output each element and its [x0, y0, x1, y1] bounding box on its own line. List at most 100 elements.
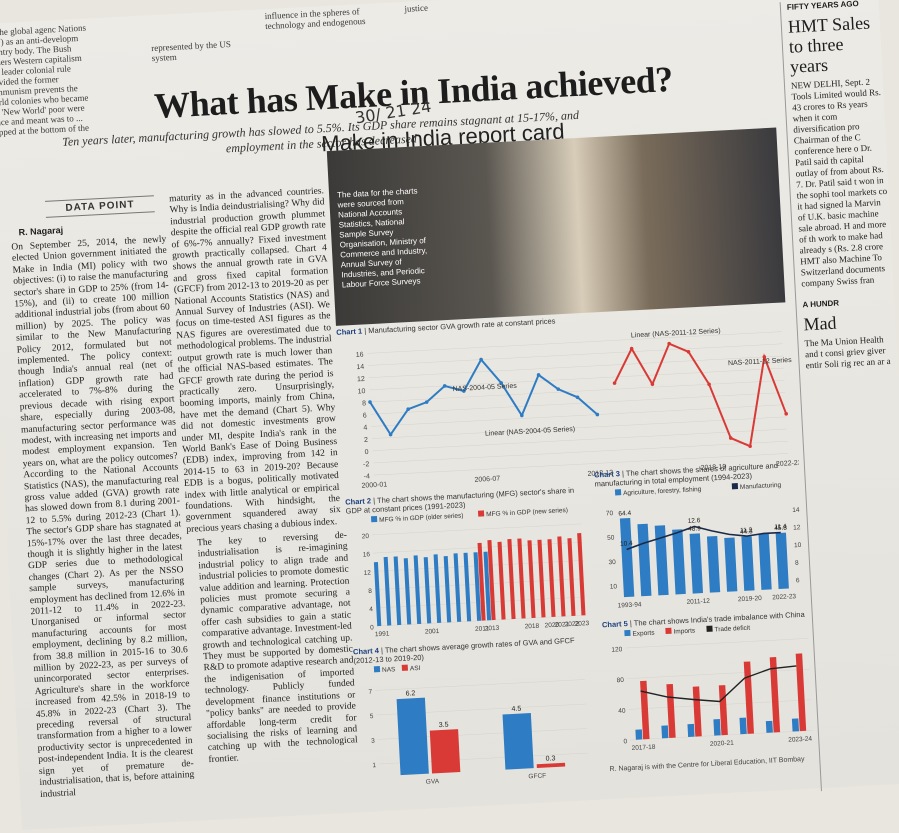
ytick: 80 — [617, 677, 625, 684]
c1-ytick: 0 — [365, 449, 369, 456]
ytick: 16 — [363, 551, 371, 558]
top-strip-col3: influence in the spheres of technology a… — [264, 6, 366, 32]
bar — [713, 719, 721, 736]
legend-swatch — [665, 627, 672, 635]
bar-agriculture — [672, 529, 686, 595]
bar — [393, 556, 402, 626]
c1-gridline — [369, 367, 784, 391]
chart4: Chart 4 | The chart shows average growth… — [353, 635, 601, 797]
c1-ytick: 2 — [364, 437, 368, 444]
xtick: GVA — [426, 778, 440, 786]
legend-swatch — [614, 489, 622, 496]
bar — [497, 541, 506, 620]
c1-gridline — [373, 440, 788, 464]
c1-ytick: -4 — [364, 473, 371, 480]
xtick: 2011-12 — [686, 598, 710, 606]
bar — [423, 557, 432, 624]
c1-ytick: 14 — [356, 364, 364, 371]
c1-ytick: 8 — [362, 400, 366, 407]
bar — [453, 553, 462, 622]
top-strip-col4: justice — [404, 2, 429, 14]
bar — [795, 653, 807, 732]
ytick-left: 70 — [606, 510, 614, 517]
c1-xtick: 2018-19 — [700, 464, 726, 472]
article-col-1: On September 25, 2014, the newly elected… — [11, 234, 195, 800]
bar — [718, 685, 728, 736]
c1-point — [707, 382, 711, 387]
ytick: 3 — [371, 738, 375, 745]
article-col-2: maturity as in the advanced countries. W… — [168, 186, 341, 535]
right-rail-headline: HMT Sales to three years — [787, 12, 871, 77]
bar — [743, 661, 754, 734]
bar-agriculture — [619, 518, 635, 598]
bar — [487, 540, 496, 621]
legend-swatch — [370, 515, 378, 523]
bar — [765, 720, 773, 733]
bar — [640, 680, 650, 740]
data-label: 0.3 — [546, 755, 556, 763]
chart1: Chart 1 | Manufacturing sector GVA growt… — [336, 304, 802, 498]
bar — [373, 561, 382, 627]
bar — [547, 539, 556, 617]
chart2-svg: MFG % in GDP (older series) MFG % in GDP … — [362, 507, 590, 638]
gridline — [371, 523, 582, 536]
c1-point — [686, 349, 691, 354]
c1-ytick: 16 — [356, 352, 364, 359]
chart1-svg: -4 -2 0 2 4 6 8 10 12 14 16 2000-01 2006-07 2012-13 20… — [356, 328, 802, 490]
data-label-manufacturing: 12.6 — [688, 517, 701, 525]
xtick: 1991 — [375, 630, 390, 638]
bar-agriculture — [654, 525, 669, 596]
chart3-svg: Agriculture, forestry, fishing Manufactur… — [606, 482, 802, 610]
xtick: 2023-24 — [788, 735, 813, 743]
xtick: 2011 — [475, 625, 490, 633]
c1-gridline — [370, 392, 786, 415]
c1-xtick: 2000-01 — [361, 481, 387, 489]
c1-xtick: 2012-13 — [587, 470, 613, 478]
right-rail-headline2: Mad — [803, 312, 838, 335]
xtick: 2022-23 — [772, 593, 797, 601]
c1-annotation: Linear (NAS-2004-05 Series) — [485, 426, 576, 438]
bar — [396, 697, 429, 776]
legend-swatch — [731, 483, 739, 490]
ytick: 12 — [364, 570, 372, 577]
bar-agriculture — [775, 532, 789, 590]
legend-entry: MFG % in GDP (older series) — [379, 512, 464, 523]
ytick: 4 — [369, 606, 373, 613]
bar — [527, 540, 536, 619]
photo-source-note: The data for the charts were sourced fro… — [336, 186, 428, 290]
xtick: 2020-21 — [710, 740, 735, 748]
c1-annotation: Linear (NAS-2011-12 Series) — [631, 328, 721, 340]
bar — [403, 558, 412, 625]
c1-series-line — [369, 357, 598, 437]
c1-point — [520, 413, 524, 418]
xtick: 2018 — [525, 623, 540, 631]
legend-swatch — [624, 629, 631, 637]
c1-point — [368, 400, 372, 404]
c1-series-label: NAS-2004-05 Series — [452, 383, 517, 393]
right-rail-tag2: A HUNDR — [802, 298, 840, 310]
c1-point — [595, 412, 600, 417]
data-point-label: DATA POINT — [45, 195, 156, 218]
data-label: 3.5 — [439, 722, 449, 730]
c1-point — [650, 382, 655, 386]
ytick: 120 — [611, 646, 623, 654]
xtick: 2017-18 — [631, 744, 656, 752]
ytick: 7 — [368, 689, 372, 696]
ytick-right: 14 — [792, 507, 800, 514]
legend-swatch — [373, 666, 381, 673]
c1-ytick: 4 — [363, 425, 367, 432]
c1-point — [462, 389, 466, 393]
xtick: 2013 — [485, 625, 500, 633]
bar-agriculture — [758, 533, 772, 590]
xtick: 2020 — [545, 622, 560, 630]
bar — [661, 725, 669, 739]
xtick: 2001 — [425, 628, 440, 636]
legend-entry: Exports — [632, 630, 655, 638]
bar — [413, 555, 422, 625]
bar — [537, 539, 546, 618]
c1-gridline — [372, 428, 787, 451]
ytick: 20 — [362, 533, 370, 540]
bar — [687, 723, 695, 737]
ytick: 1 — [372, 762, 376, 769]
data-label-agriculture: 64.4 — [618, 510, 631, 518]
